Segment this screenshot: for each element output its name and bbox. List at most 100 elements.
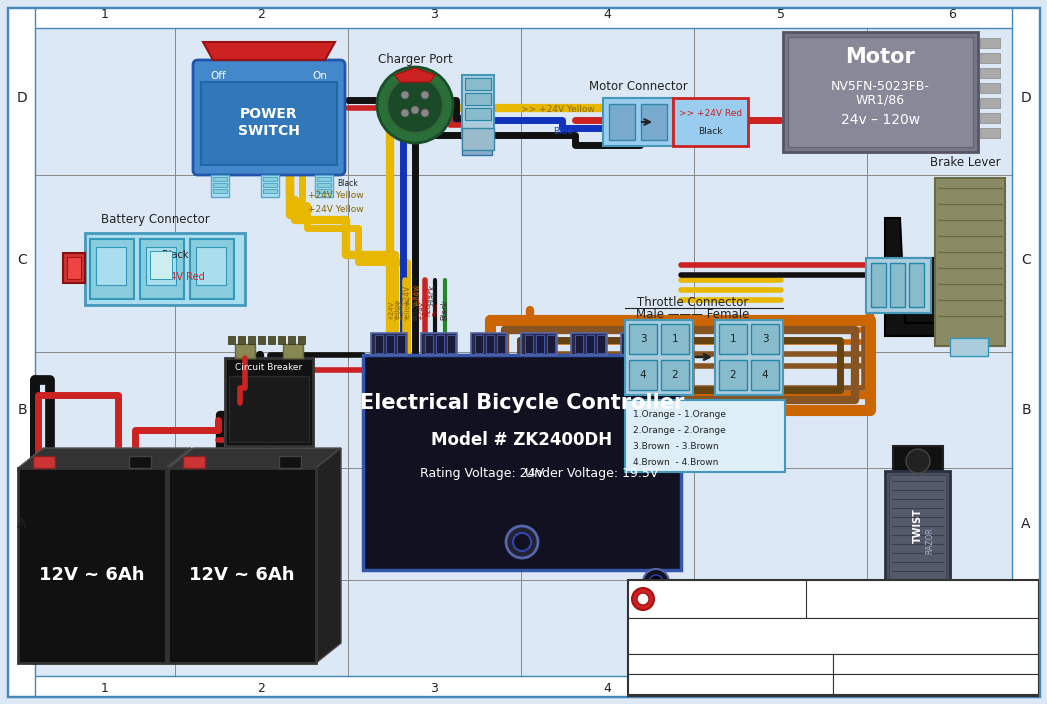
- Text: B: B: [17, 403, 27, 417]
- Text: 5: 5: [777, 682, 784, 696]
- Text: B: B: [1021, 403, 1031, 417]
- Bar: [228, 336, 235, 344]
- Bar: [661, 324, 689, 354]
- Bar: [386, 335, 394, 353]
- Bar: [893, 446, 943, 476]
- Bar: [889, 475, 946, 592]
- Circle shape: [506, 526, 538, 558]
- Bar: [751, 324, 779, 354]
- Bar: [980, 38, 1000, 48]
- Bar: [788, 37, 973, 147]
- Bar: [140, 239, 184, 299]
- Text: 3: 3: [640, 334, 646, 344]
- Bar: [497, 335, 505, 353]
- Bar: [211, 175, 229, 197]
- Text: Blue: Blue: [553, 127, 573, 135]
- Text: Black: Black: [161, 250, 188, 260]
- Bar: [628, 618, 1038, 654]
- Text: Black: Black: [337, 179, 358, 187]
- Text: 1: 1: [102, 8, 109, 22]
- Bar: [150, 251, 172, 279]
- Bar: [628, 654, 833, 674]
- Text: Model # ZK2400DH: Model # ZK2400DH: [431, 431, 612, 449]
- Bar: [279, 456, 300, 468]
- Text: 3.Brown  - 3.Brown: 3.Brown - 3.Brown: [633, 442, 718, 451]
- Text: POWER
SWITCH: POWER SWITCH: [238, 108, 299, 137]
- Bar: [63, 253, 85, 283]
- Bar: [547, 335, 555, 353]
- Text: 1: 1: [730, 334, 736, 344]
- Bar: [235, 344, 255, 358]
- Bar: [980, 128, 1000, 138]
- Bar: [298, 336, 305, 344]
- Text: Black: Black: [413, 301, 418, 320]
- Text: 4.Brown  - 4.Brown: 4.Brown - 4.Brown: [633, 458, 718, 467]
- Text: +24V Yellow: +24V Yellow: [308, 191, 363, 199]
- Polygon shape: [166, 448, 191, 663]
- Bar: [890, 263, 905, 307]
- Bar: [575, 335, 583, 353]
- Bar: [317, 183, 331, 187]
- Text: D: D: [1021, 91, 1031, 105]
- Bar: [183, 456, 205, 468]
- Polygon shape: [18, 448, 191, 468]
- Text: 2: 2: [672, 370, 678, 380]
- Text: 4: 4: [640, 370, 646, 380]
- Bar: [628, 580, 806, 618]
- Text: Brake Lever: Brake Lever: [930, 156, 1000, 170]
- Text: Rating Voltage: 24V: Rating Voltage: 24V: [420, 467, 544, 479]
- Text: 12V ~ 6Ah: 12V ~ 6Ah: [190, 567, 295, 584]
- Text: 1.Orange - 1.Orange: 1.Orange - 1.Orange: [633, 410, 726, 419]
- Bar: [261, 175, 279, 197]
- Bar: [8, 8, 35, 696]
- Polygon shape: [316, 448, 341, 663]
- Text: RAZOR: RAZOR: [926, 527, 935, 555]
- Bar: [397, 335, 405, 353]
- Circle shape: [906, 449, 930, 473]
- Text: Black: Black: [442, 301, 448, 320]
- Circle shape: [387, 77, 443, 133]
- Text: 2.Orange - 2.Orange: 2.Orange - 2.Orange: [633, 426, 726, 435]
- Bar: [471, 333, 507, 355]
- Circle shape: [649, 575, 663, 589]
- Text: Battery Connector: Battery Connector: [101, 213, 209, 225]
- Text: 6: 6: [949, 8, 957, 22]
- Bar: [190, 239, 233, 299]
- Bar: [486, 335, 494, 353]
- Bar: [628, 674, 833, 694]
- Circle shape: [421, 109, 429, 117]
- Text: 6: 6: [949, 682, 957, 696]
- Text: Black: Black: [441, 300, 449, 320]
- Text: WIRING DIAGRAM: WIRING DIAGRAM: [818, 585, 916, 595]
- Bar: [661, 360, 689, 390]
- Bar: [425, 335, 433, 353]
- Text: 2: 2: [258, 682, 266, 696]
- Text: Motor: Motor: [846, 47, 915, 67]
- Bar: [536, 335, 544, 353]
- Bar: [465, 93, 491, 105]
- Bar: [462, 75, 494, 130]
- Text: 2: 2: [730, 370, 736, 380]
- Bar: [248, 336, 255, 344]
- Bar: [980, 53, 1000, 63]
- Text: D: D: [17, 91, 27, 105]
- Text: TWIST: TWIST: [913, 508, 923, 543]
- Polygon shape: [900, 258, 940, 323]
- Bar: [609, 104, 634, 140]
- Bar: [462, 135, 492, 155]
- Text: Verified By: Miguel L: Verified By: Miguel L: [838, 679, 937, 689]
- Bar: [636, 335, 644, 353]
- Text: Razor: Razor: [692, 589, 763, 609]
- Text: 4: 4: [603, 682, 611, 696]
- Bar: [909, 263, 925, 307]
- Bar: [1012, 8, 1039, 696]
- Text: 4: 4: [603, 8, 611, 22]
- Text: Circuit Breaker: Circuit Breaker: [236, 363, 303, 372]
- Bar: [571, 333, 607, 355]
- Bar: [950, 338, 988, 356]
- Bar: [871, 263, 886, 307]
- Bar: [586, 335, 594, 353]
- Bar: [375, 335, 383, 353]
- Bar: [168, 468, 316, 663]
- Bar: [258, 336, 265, 344]
